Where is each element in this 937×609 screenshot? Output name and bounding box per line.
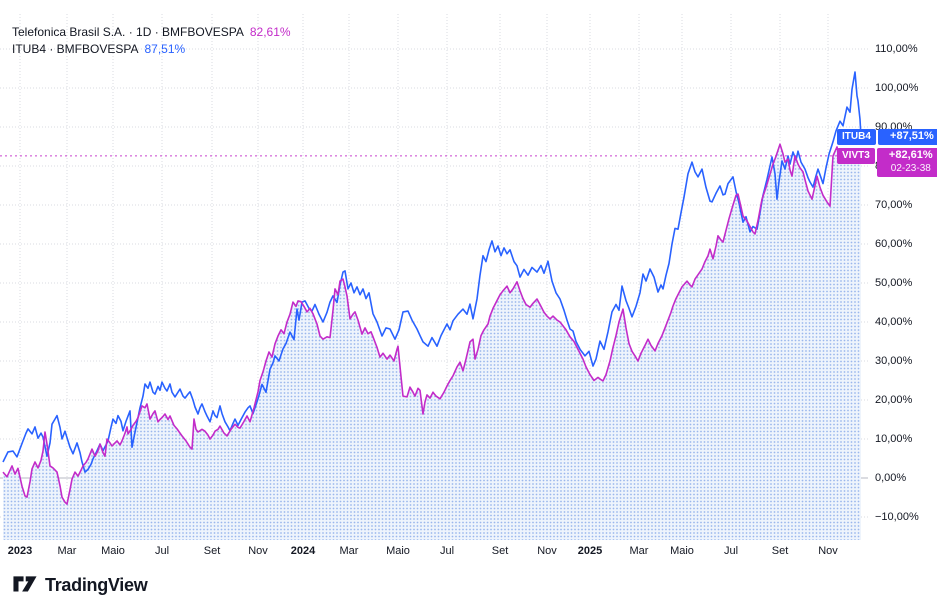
- x-axis-label: Mar: [57, 545, 77, 557]
- y-axis-label: −10,00%: [875, 511, 919, 523]
- y-axis-label: 10,00%: [875, 433, 913, 445]
- legend-row-itub4[interactable]: ITUB4 · BMFBOVESPA 87,51%: [12, 41, 291, 58]
- x-axis-label: 2023: [7, 545, 33, 557]
- itub4-line: [2, 71, 862, 473]
- x-axis-label: Maio: [670, 545, 694, 557]
- vivt3-line: [2, 143, 862, 505]
- y-axis-label: 0,00%: [875, 472, 907, 484]
- symbol-chip-itub4[interactable]: ITUB4: [837, 128, 876, 145]
- y-axis-label: 40,00%: [875, 316, 913, 328]
- value-chip-vivt3[interactable]: +82,61% 02-23-38: [876, 147, 937, 177]
- legend-value-itub4: 87,51%: [144, 42, 186, 56]
- legend-value-vivt3: 82,61%: [249, 25, 291, 39]
- x-axis-label: Maio: [101, 545, 125, 557]
- x-axis-label: Jul: [154, 545, 170, 557]
- x-axis-label: Jul: [439, 545, 455, 557]
- value-text-vivt3: +82,61%: [888, 148, 933, 161]
- y-axis-label: 110,00%: [875, 43, 918, 55]
- x-axis-label: Mar: [339, 545, 359, 557]
- legend: Telefonica Brasil S.A. · 1D · BMFBOVESPA…: [12, 24, 291, 58]
- x-axis-label: Set: [203, 545, 221, 557]
- x-axis-label: Maio: [386, 545, 410, 557]
- bar-countdown: 02-23-38: [890, 162, 931, 174]
- x-axis-label: Mar: [629, 545, 649, 557]
- price-badge-itub4: ITUB4 +87,51%: [837, 128, 937, 145]
- x-axis-label: Set: [771, 545, 789, 557]
- legend-symbol-title: Telefonica Brasil S.A. · 1D · BMFBOVESPA: [12, 25, 244, 39]
- legend-symbol-title: ITUB4 · BMFBOVESPA: [12, 42, 139, 56]
- symbol-chip-vivt3[interactable]: VIVT3: [837, 147, 875, 164]
- vivt3-area-fill: [3, 144, 861, 540]
- y-axis-label: 60,00%: [875, 238, 913, 250]
- tradingview-logo-link[interactable]: TradingView: [12, 572, 148, 598]
- legend-row-vivt3[interactable]: Telefonica Brasil S.A. · 1D · BMFBOVESPA…: [12, 24, 291, 41]
- x-axis-label: Set: [491, 545, 509, 557]
- x-axis-label: Nov: [818, 545, 838, 557]
- tradingview-logo-icon: [13, 576, 37, 592]
- price-badge-vivt3: VIVT3 +82,61% 02-23-38: [837, 147, 937, 177]
- x-axis-label: Nov: [537, 545, 557, 557]
- y-axis-label: 100,00%: [875, 82, 919, 94]
- tradingview-logo-text: TradingView: [45, 574, 148, 595]
- time-axis[interactable]: 2023 Mar Maio Jul Set Nov 2024 Mar Maio Jul Set Nov…: [0, 541, 937, 563]
- x-axis-label: 2024: [290, 545, 316, 557]
- y-axis-label: 50,00%: [875, 277, 913, 289]
- price-axis[interactable]: 110,00%100,00%90,00%80,00%70,00%60,00%50…: [868, 0, 937, 540]
- value-chip-itub4[interactable]: +87,51%: [877, 128, 937, 145]
- x-axis-label: Nov: [248, 545, 268, 557]
- x-axis-label: 2025: [577, 545, 603, 557]
- y-axis-label: 70,00%: [875, 199, 913, 211]
- x-axis-label: Jul: [723, 545, 739, 557]
- y-axis-label: 20,00%: [875, 394, 913, 406]
- y-axis-label: 30,00%: [875, 355, 913, 367]
